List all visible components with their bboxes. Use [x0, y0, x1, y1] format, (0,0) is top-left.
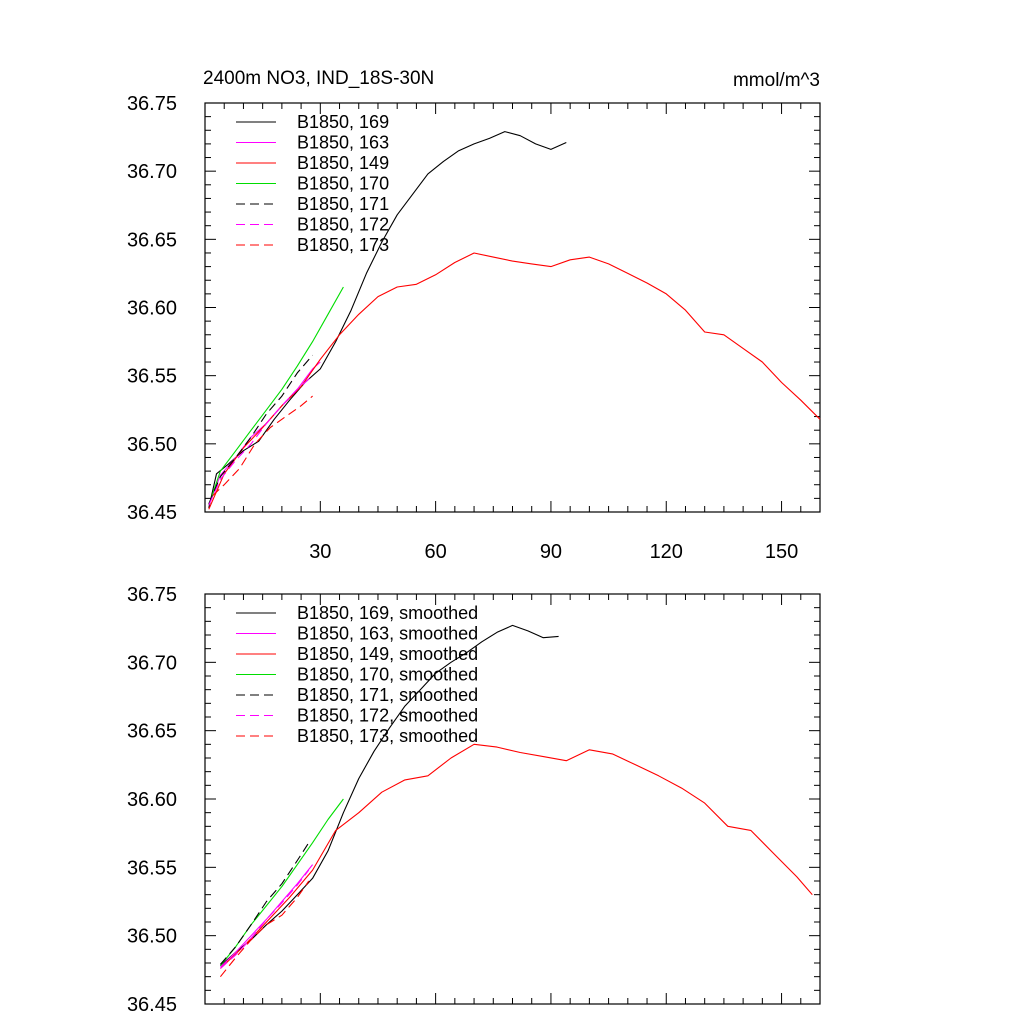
y-tick-label: 36.50	[127, 434, 177, 456]
series-line-4	[219, 842, 310, 965]
series-line-2	[208, 252, 821, 510]
legend-label: B1850, 171, smoothed	[297, 685, 478, 705]
legend-label: B1850, 173, smoothed	[297, 726, 478, 746]
legend-label: B1850, 149	[297, 153, 389, 173]
legend-label: B1850, 169	[297, 112, 389, 132]
y-tick-label: 36.55	[127, 366, 177, 388]
y-tick-label: 36.75	[127, 584, 177, 606]
y-tick-label: 36.45	[127, 994, 177, 1016]
chart-title: 2400m NO3, IND_18S-30N	[203, 68, 434, 89]
x-tick-label: 30	[309, 541, 331, 563]
legend-label: B1850, 149, smoothed	[297, 644, 478, 664]
x-tick-label: 150	[765, 541, 798, 563]
x-tick-label: 120	[650, 541, 683, 563]
legend-label: B1850, 172	[297, 215, 389, 235]
legend-label: B1850, 173	[297, 235, 389, 255]
y-tick-label: 36.75	[127, 93, 177, 115]
legend-label: B1850, 163	[297, 133, 389, 153]
y-tick-label: 36.50	[127, 926, 177, 948]
y-tick-label: 36.55	[127, 857, 177, 879]
series-line-3	[219, 798, 344, 967]
units-label: mmol/m^3	[733, 70, 820, 91]
series-line-5	[208, 375, 313, 506]
series-line-0	[208, 131, 567, 509]
series-line-5	[220, 869, 310, 969]
y-tick-label: 36.65	[127, 229, 177, 251]
legend-label: B1850, 169, smoothed	[297, 603, 478, 623]
series-line-1	[220, 864, 314, 968]
smoothed-panel: 36.45 36.50 36.55 36.60 36.65 36.70 36.75 B1850…	[127, 584, 821, 1016]
legend-label: B1850, 163, smoothed	[297, 624, 478, 644]
y-tick-label: 36.60	[127, 298, 177, 320]
legend-label: B1850, 172, smoothed	[297, 706, 478, 726]
series-line-0	[220, 624, 559, 967]
y-tick-label: 36.65	[127, 721, 177, 743]
y-tick-label: 36.70	[127, 161, 177, 183]
y-tick-label: 36.60	[127, 789, 177, 811]
legend-label: B1850, 170	[297, 174, 389, 194]
series-line-6	[219, 880, 310, 978]
series-line-6	[212, 395, 313, 496]
legend-label: B1850, 171	[297, 194, 389, 214]
x-tick-label: 60	[425, 541, 447, 563]
y-tick-label: 36.70	[127, 652, 177, 674]
series-line-2	[220, 743, 813, 969]
y-tick-label: 36.45	[127, 502, 177, 524]
x-tick-label: 90	[540, 541, 562, 563]
series-line-4	[208, 354, 314, 505]
legend-label: B1850, 170, smoothed	[297, 665, 478, 685]
raw-panel: 36.45 36.50 36.55 36.60 36.65 36.70 36.75 30 60 9…	[127, 93, 821, 563]
series-line-3	[208, 286, 344, 506]
